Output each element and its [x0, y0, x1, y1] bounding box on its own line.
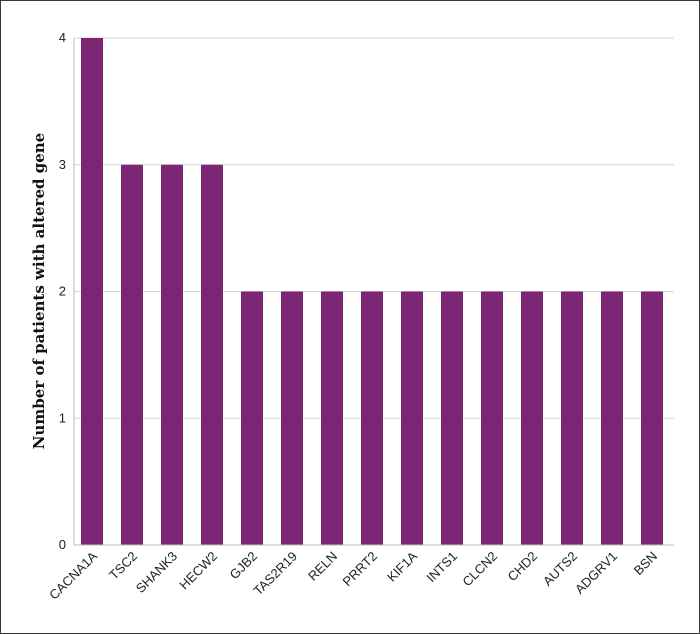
- bar-gjb2: [241, 291, 263, 545]
- bar-chd2: [521, 291, 543, 545]
- y-tick-labels: 0 1 2 3 4: [59, 30, 66, 552]
- bar-auts2: [561, 291, 583, 545]
- x-tick-label: TAS2R19: [250, 549, 300, 599]
- x-tick-label: TSC2: [106, 549, 140, 583]
- x-tick-label: INTS1: [423, 549, 460, 586]
- bar-clcn2: [481, 291, 503, 545]
- bars: [81, 38, 663, 545]
- x-tick-label: SHANK3: [133, 549, 180, 596]
- x-tick-label: GJB2: [227, 549, 261, 583]
- y-tick-label: 1: [59, 410, 66, 425]
- bar-tsc2: [121, 164, 143, 545]
- x-tick-label: CACNA1A: [46, 548, 100, 602]
- x-tick-label: HECW2: [176, 549, 220, 593]
- axes: [73, 38, 674, 546]
- x-tick-label: ADGRV1: [572, 549, 620, 597]
- y-axis-label: Number of patients with altered gene: [30, 133, 48, 449]
- bar-reln: [321, 291, 343, 545]
- bar-hecw2: [201, 164, 223, 545]
- y-tick-label: 4: [59, 30, 66, 45]
- x-tick-label: BSN: [631, 549, 661, 579]
- y-tick-label: 2: [59, 284, 66, 299]
- bar-shank3: [161, 164, 183, 545]
- y-tick-label: 0: [59, 537, 66, 552]
- bar-bsn: [641, 291, 663, 545]
- x-tick-label: KIF1A: [384, 548, 420, 584]
- bar-kif1a: [401, 291, 423, 545]
- bar-ints1: [441, 291, 463, 545]
- bar-cacna1a: [81, 38, 103, 545]
- x-tick-label: CHD2: [504, 549, 540, 585]
- bar-prrt2: [361, 291, 383, 545]
- bar-tas2r19: [281, 291, 303, 545]
- bar-adgrv1: [601, 291, 623, 545]
- x-tick-label: PRRT2: [340, 549, 381, 590]
- x-tick-label: RELN: [305, 549, 340, 584]
- y-tick-label: 3: [59, 157, 66, 172]
- x-tick-label: CLCN2: [459, 549, 500, 590]
